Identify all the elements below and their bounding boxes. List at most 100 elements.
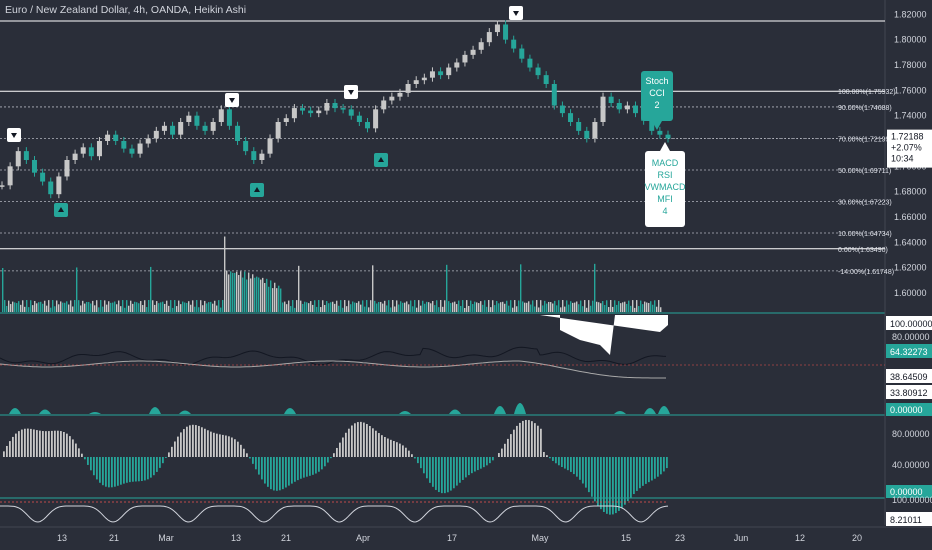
osc2-bar — [162, 457, 164, 464]
volume-bar — [316, 306, 318, 312]
osc2-value: 0.00000 — [890, 487, 923, 497]
osc2-bar — [660, 457, 662, 475]
candle-body — [633, 105, 639, 114]
volume-bar — [412, 306, 414, 312]
volume-bar — [112, 302, 114, 312]
osc2-bar — [519, 422, 521, 457]
histogram-spike — [514, 403, 526, 414]
osc2-bar — [459, 457, 461, 483]
volume-bar — [178, 300, 180, 312]
volume-bar — [102, 306, 104, 312]
volume-bar — [528, 301, 530, 312]
volume-bar — [444, 300, 446, 312]
osc2-bar — [15, 433, 17, 457]
volume-bar — [466, 300, 468, 312]
osc2-bar — [540, 428, 542, 457]
volume-bar — [120, 306, 122, 312]
osc3-axis-label: 100.00000 — [892, 495, 932, 505]
volume-bar — [236, 271, 238, 312]
osc2-bar — [447, 457, 449, 493]
volume-bar — [464, 307, 466, 312]
volume-bar — [146, 307, 148, 312]
osc2-bar — [204, 428, 206, 457]
volume-bar — [204, 300, 206, 312]
osc2-bar — [666, 457, 668, 469]
volume-bar — [270, 280, 272, 312]
osc2-bar — [453, 457, 455, 489]
time-tick-label: 15 — [621, 533, 631, 543]
osc2-bar — [144, 457, 146, 481]
volume-bar — [434, 305, 436, 312]
volume-bar — [438, 307, 440, 312]
candle-body — [161, 125, 167, 131]
hist-value: 0.00000 — [890, 405, 923, 415]
volume-bar — [312, 304, 314, 312]
osc2-bar — [645, 457, 647, 484]
volume-bar — [650, 301, 652, 312]
volume-bar — [122, 300, 124, 312]
candle-body — [113, 134, 119, 141]
volume-bar — [618, 301, 620, 312]
osc2-bar — [249, 457, 251, 459]
osc2-bar — [648, 457, 650, 483]
candle-body — [259, 153, 265, 160]
osc2-bar — [363, 422, 365, 457]
osc2-bar — [624, 457, 626, 505]
osc2-bar — [57, 430, 59, 457]
candle-body — [527, 58, 533, 68]
volume-bar — [284, 301, 286, 312]
volume-bar — [602, 301, 604, 312]
osc2-bar — [210, 431, 212, 457]
osc2-badge — [886, 485, 932, 498]
volume-bar — [320, 307, 322, 312]
osc2-bar — [342, 437, 344, 457]
osc2-bar — [36, 430, 38, 457]
volume-bar — [82, 300, 84, 312]
candle-body — [503, 24, 509, 40]
candle-body — [291, 108, 297, 119]
volume-bar — [578, 304, 580, 312]
volume-bar — [550, 302, 552, 312]
volume-bar — [140, 301, 142, 312]
volume-bar — [228, 274, 230, 312]
volume-bar — [576, 301, 578, 312]
osc2-bar — [156, 457, 158, 472]
volume-bar — [594, 263, 596, 312]
histogram-spike — [494, 406, 506, 414]
osc2-bar — [42, 431, 44, 457]
osc2-bar — [18, 431, 20, 457]
candle-body — [608, 96, 614, 103]
volume-bar — [200, 300, 202, 312]
candle-body — [129, 148, 135, 154]
osc2-bar — [75, 443, 77, 457]
osc2-bar — [501, 448, 503, 457]
volume-bar — [432, 300, 434, 312]
volume-bar — [370, 300, 372, 312]
fib-label: 50.00%(1.69711) — [838, 168, 891, 175]
volume-bar — [640, 300, 642, 312]
volume-bar — [492, 300, 494, 312]
osc2-bar — [237, 441, 239, 457]
histogram-spike — [614, 411, 626, 414]
volume-bar — [280, 288, 282, 312]
osc2-bar — [81, 453, 83, 457]
volume-bar — [26, 300, 28, 312]
volume-bar — [390, 307, 392, 312]
volume-bar — [328, 303, 330, 312]
volume-bar — [36, 303, 38, 312]
signal-arrow-icon — [513, 11, 519, 16]
osc2-bar — [312, 457, 314, 475]
osc2-bar — [45, 431, 47, 457]
volume-bar — [362, 300, 364, 312]
volume-bar — [596, 301, 598, 312]
osc2-bar — [330, 457, 332, 459]
volume-bar — [272, 288, 274, 312]
osc2-bar — [468, 457, 470, 476]
candle-body — [373, 109, 379, 129]
volume-bar — [452, 302, 454, 312]
osc2-bar — [339, 442, 341, 457]
osc2-bar — [606, 457, 608, 514]
osc2-bar — [207, 430, 209, 457]
volume-bar — [216, 305, 218, 312]
